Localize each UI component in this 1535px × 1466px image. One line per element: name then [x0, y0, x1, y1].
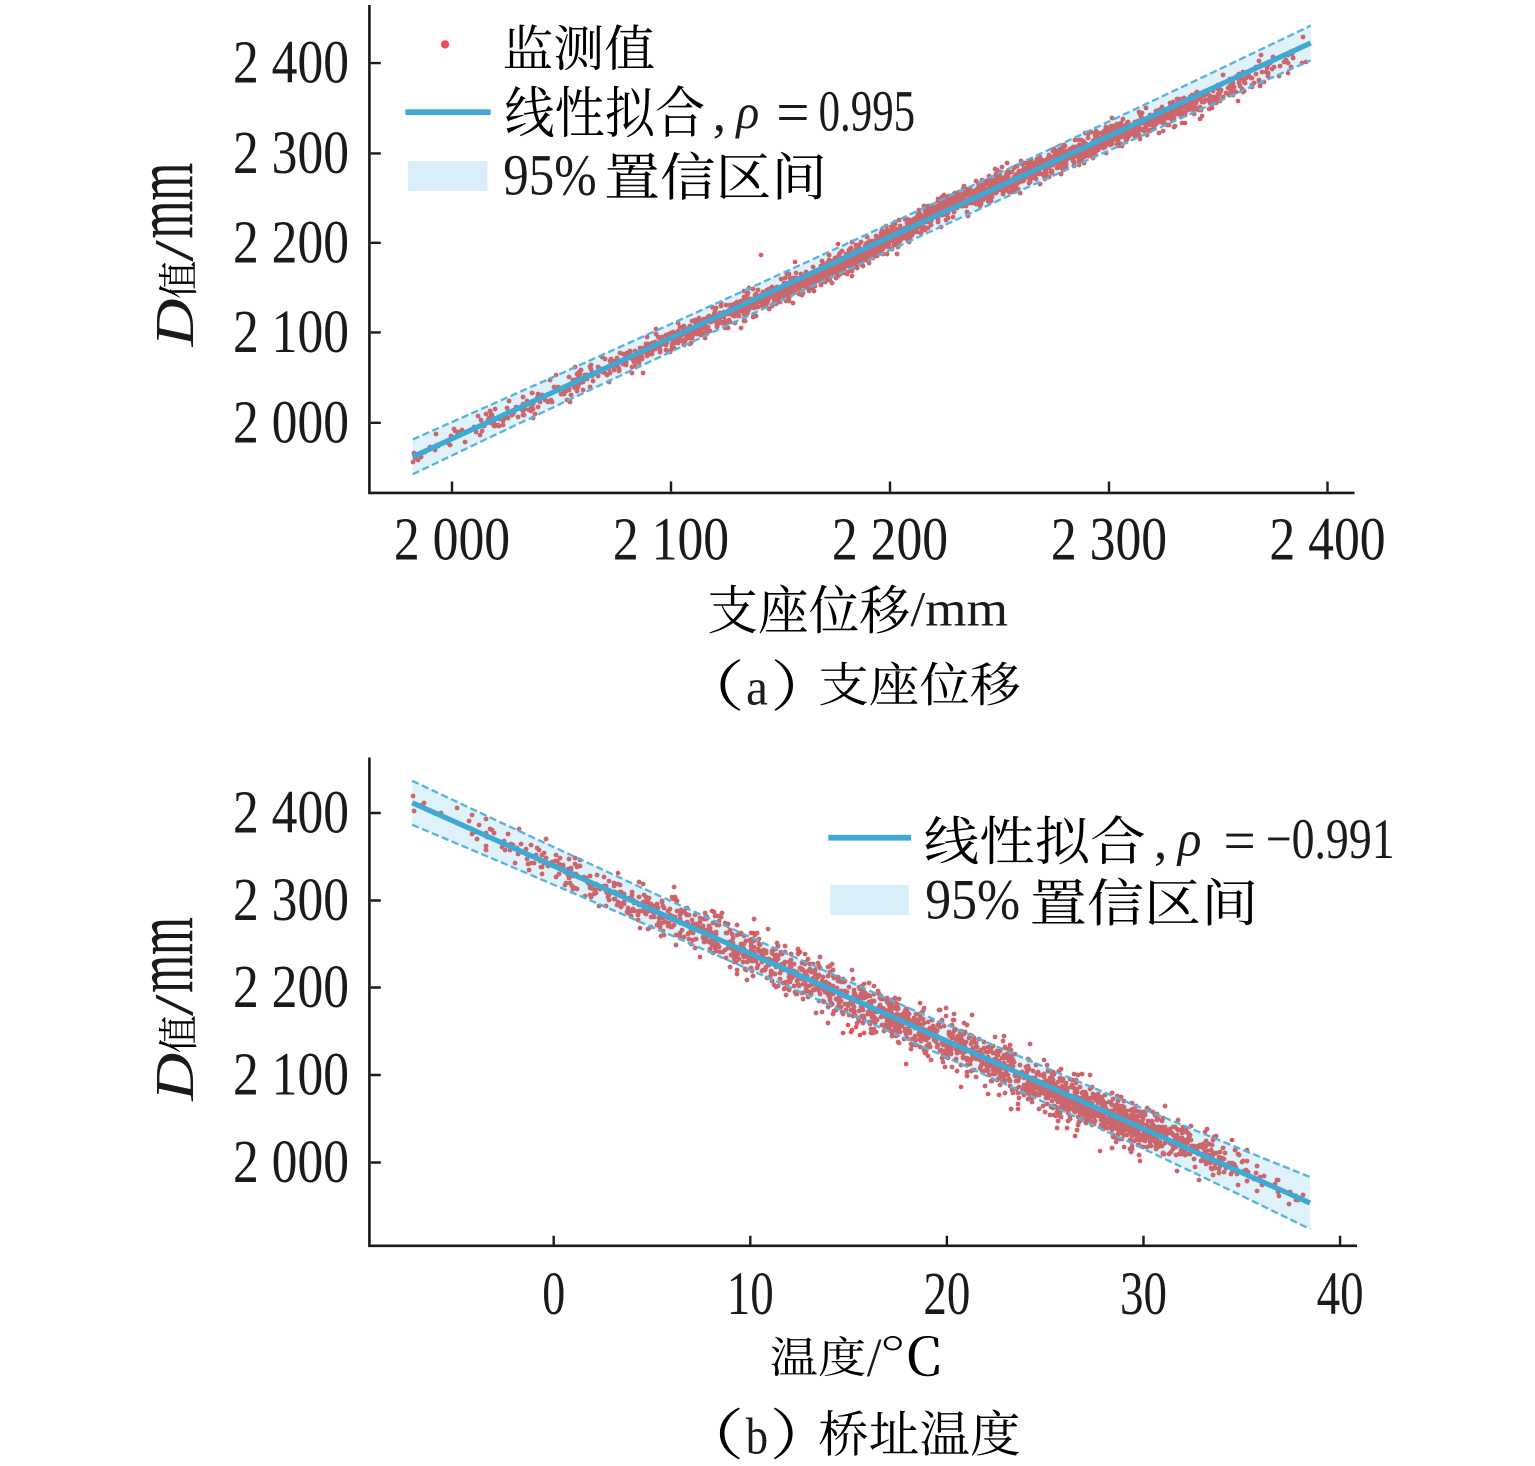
svg-text:0.995: 0.995	[819, 79, 916, 144]
svg-text:30: 30	[1120, 1260, 1167, 1328]
svg-text:/mm: /mm	[910, 581, 1008, 637]
svg-text:mm: mm	[116, 163, 212, 239]
svg-text:D: D	[144, 1053, 205, 1102]
svg-text:−0.991: −0.991	[1266, 808, 1395, 871]
svg-text:/: /	[867, 1327, 882, 1388]
svg-text:2 300: 2 300	[233, 119, 349, 187]
svg-text:2 000: 2 000	[394, 505, 510, 573]
svg-text:2 400: 2 400	[233, 29, 349, 97]
svg-text:=: =	[1224, 810, 1256, 873]
svg-text:2 100: 2 100	[233, 1041, 349, 1109]
svg-text:0: 0	[542, 1260, 565, 1328]
svg-text:40: 40	[1317, 1260, 1364, 1328]
svg-text:b: b	[746, 1408, 768, 1465]
svg-text:10: 10	[727, 1260, 774, 1328]
svg-text:2 100: 2 100	[233, 298, 349, 366]
svg-text:a: a	[746, 660, 768, 717]
svg-text:95%: 95%	[925, 869, 1020, 932]
svg-text:,: ,	[713, 85, 726, 143]
svg-text:2 200: 2 200	[832, 505, 948, 573]
svg-text:mm: mm	[116, 917, 212, 993]
svg-text:2 000: 2 000	[233, 1128, 349, 1196]
svg-text:ρ: ρ	[734, 86, 759, 139]
svg-text:2 200: 2 200	[233, 953, 349, 1021]
svg-text:2 100: 2 100	[613, 505, 729, 573]
svg-text:95%: 95%	[503, 142, 596, 207]
svg-text:D: D	[144, 299, 205, 348]
svg-text:2 400: 2 400	[1269, 505, 1385, 573]
svg-text:/: /	[144, 239, 205, 262]
svg-text:2 200: 2 200	[233, 208, 349, 276]
svg-text:,: ,	[1154, 812, 1167, 870]
svg-text:2 000: 2 000	[233, 388, 349, 456]
svg-text:/: /	[144, 993, 205, 1016]
svg-text:20: 20	[923, 1260, 970, 1328]
svg-text:=: =	[776, 79, 809, 145]
svg-text:2 300: 2 300	[1051, 505, 1167, 573]
svg-text:2 300: 2 300	[233, 866, 349, 934]
svg-text:2 400: 2 400	[233, 779, 349, 847]
svg-text:ρ: ρ	[1176, 811, 1202, 867]
